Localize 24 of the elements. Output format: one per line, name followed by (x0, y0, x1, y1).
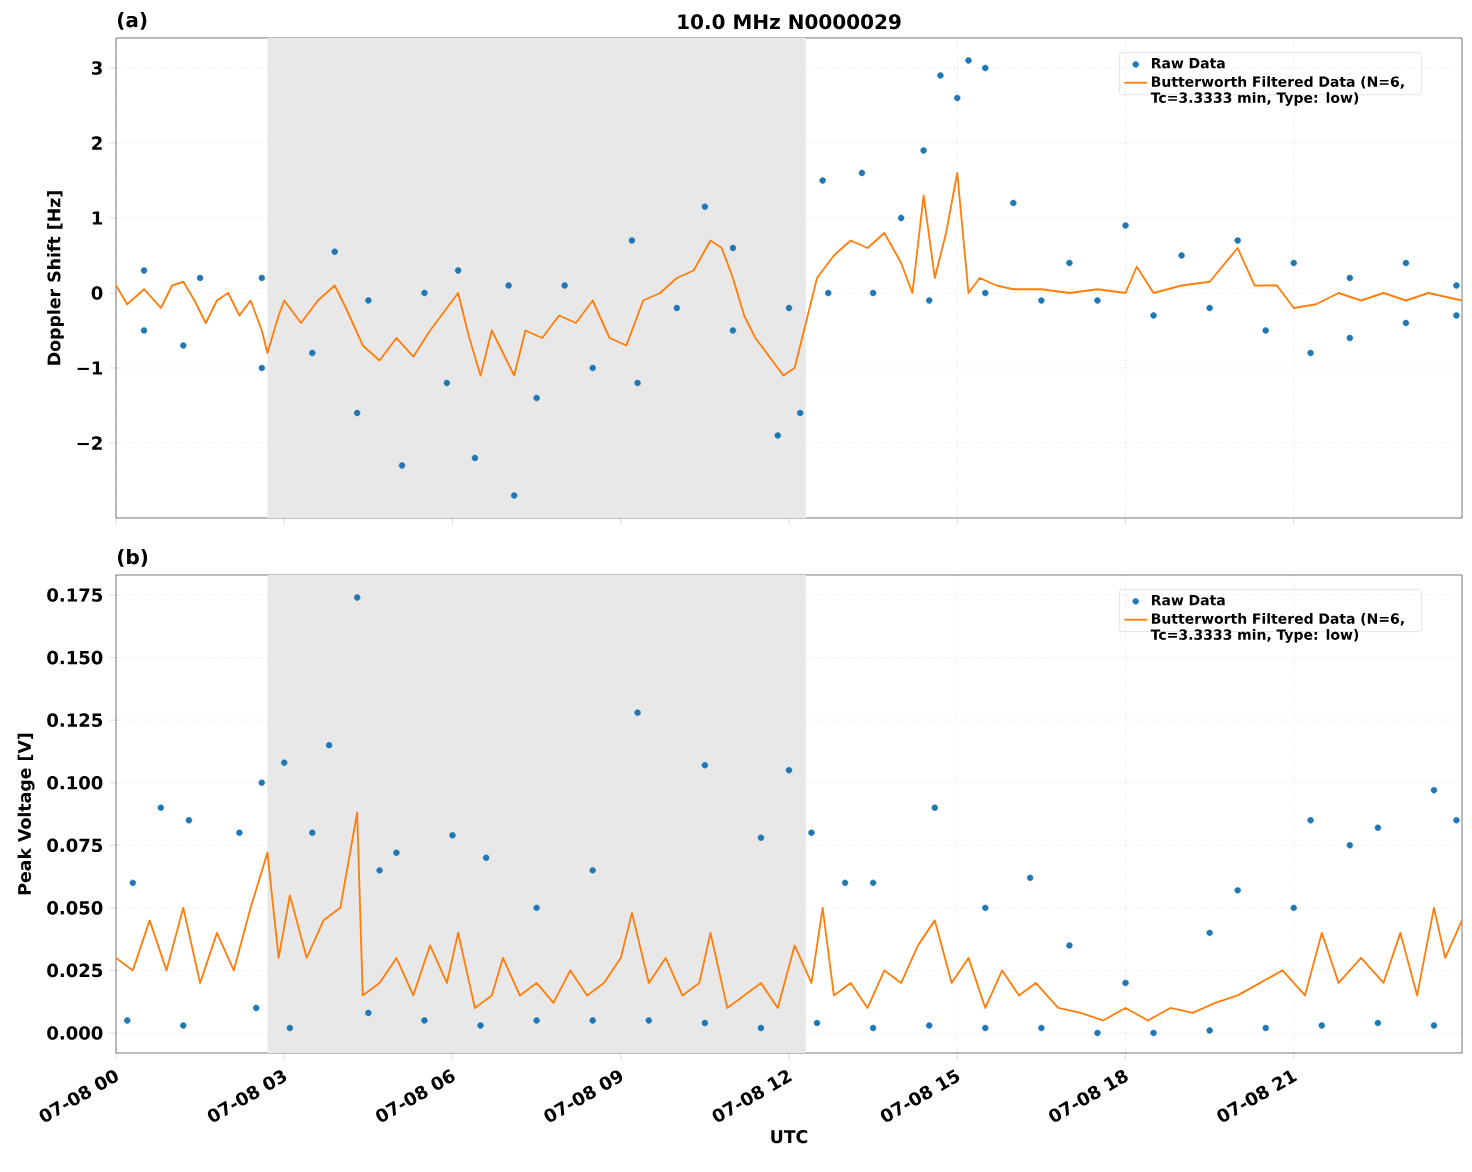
y-tick-label: 0.050 (47, 901, 103, 915)
legend-label: Butterworth Filtered Data (N=6, Tc=3.3333 min, Type: low) (1150, 613, 1404, 643)
text: (a) (117, 11, 147, 30)
y-tick-label: 0.075 (47, 838, 103, 853)
y-tick-label: −1 (77, 361, 103, 375)
y-tick-label: 0.100 (47, 775, 103, 790)
y-tick-label: 0.000 (47, 1026, 103, 1040)
y-tick-label: 0 (91, 286, 103, 300)
chart-title: 10.0 MHz N0000029 (678, 14, 901, 30)
x-axis-title: UTC (771, 1130, 808, 1144)
y-axis-title: Doppler Shift [Hz] (47, 191, 64, 365)
y-tick-label: 3 (91, 61, 102, 75)
y-tick-label: 1 (92, 211, 103, 225)
y-axis-title: Peak Voltage [V] (17, 733, 35, 895)
y-tick-label: 2 (92, 136, 102, 150)
legend-label: Butterworth Filtered Data (N=6, Tc=3.3333 min, Type: low) (1150, 76, 1404, 106)
y-tick-label: 0.175 (47, 588, 103, 602)
y-tick-label: 0.150 (47, 650, 103, 665)
legend-label: Raw Data (1151, 57, 1225, 69)
y-tick-label: −2 (77, 436, 102, 450)
legend-label: Raw Data (1151, 594, 1225, 606)
y-tick-label: 0.125 (47, 713, 103, 727)
text: (b) (117, 548, 148, 567)
y-tick-label: 0.025 (47, 963, 103, 978)
